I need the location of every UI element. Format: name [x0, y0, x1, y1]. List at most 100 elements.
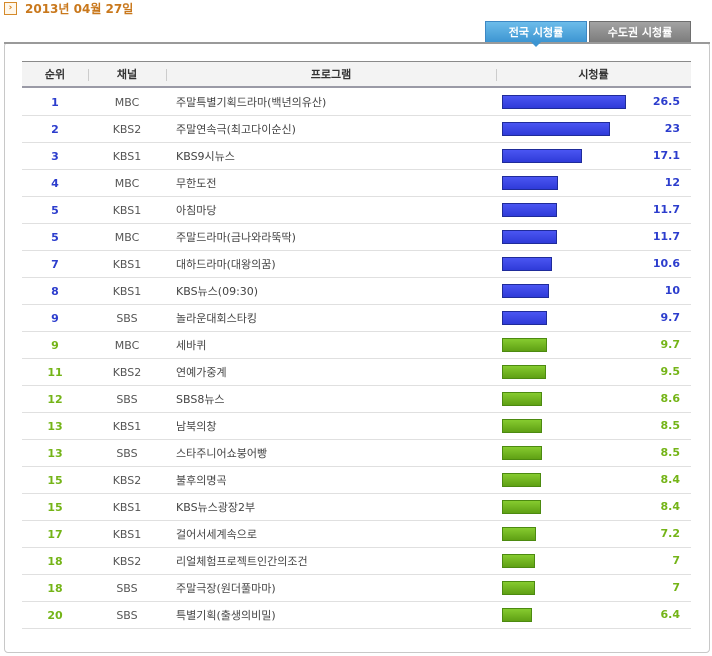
rank-cell: 12 — [47, 392, 63, 406]
rating-bar — [502, 122, 610, 136]
program-cell: KBS뉴스광장2부 — [176, 501, 256, 514]
table-header: 순위 채널 프로그램 시청률 — [22, 61, 691, 88]
channel-cell: SBS — [116, 392, 138, 406]
channel-cell: SBS — [116, 581, 138, 595]
rating-cell: 7.2 — [496, 521, 691, 547]
rating-bar — [502, 257, 552, 271]
program-cell: 스타주니어쇼붕어빵 — [176, 447, 268, 460]
program-cell: 놀라운대회스타킹 — [176, 312, 257, 325]
channel-cell: KBS2 — [112, 365, 142, 379]
rating-bar — [502, 446, 542, 460]
rank-cell: 1 — [51, 95, 59, 109]
program-cell: 주말드라마(금나와라뚝딱) — [176, 231, 296, 244]
rating-bar — [502, 149, 582, 163]
rating-bar — [502, 203, 557, 217]
rating-cell: 8.5 — [496, 413, 691, 439]
program-cell: 세바퀴 — [176, 339, 207, 352]
rank-cell: 13 — [47, 446, 63, 460]
rating-cell: 12 — [496, 170, 691, 196]
rating-cell: 8.5 — [496, 440, 691, 466]
rating-bar — [502, 392, 542, 406]
rating-value: 11.7 — [652, 203, 680, 216]
rank-cell: 18 — [47, 581, 63, 595]
tab-capital-rating[interactable]: 수도권 시청률 — [589, 21, 691, 42]
rating-value: 9.7 — [660, 311, 681, 324]
channel-cell: KBS1 — [112, 500, 142, 514]
rating-cell: 17.1 — [496, 143, 691, 169]
rating-value: 17.1 — [652, 149, 680, 162]
channel-cell: KBS2 — [112, 473, 142, 487]
table-row: 9 MBC 세바퀴 9.7 — [22, 332, 691, 359]
table-row: 1 MBC 주말특별기획드라마(백년의유산) 26.5 — [22, 89, 691, 116]
table-row: 2 KBS2 주말연속극(최고다이순신) 23 — [22, 116, 691, 143]
rating-value: 8.6 — [660, 392, 681, 405]
rating-value: 7 — [672, 554, 680, 567]
rating-bar — [502, 284, 549, 298]
channel-cell: SBS — [116, 311, 138, 325]
rank-cell: 11 — [47, 365, 63, 379]
rating-bar — [502, 554, 535, 568]
table-row: 15 KBS2 불후의명곡 8.4 — [22, 467, 691, 494]
program-cell: KBS뉴스(09:30) — [176, 285, 259, 298]
channel-cell: SBS — [116, 446, 138, 460]
rating-value: 6.4 — [660, 608, 681, 621]
program-cell: 불후의명곡 — [176, 474, 227, 487]
header-rank: 순위 — [44, 68, 66, 81]
table-row: 18 SBS 주말극장(원더풀마마) 7 — [22, 575, 691, 602]
rating-bar — [502, 338, 547, 352]
rating-value: 23 — [664, 122, 680, 135]
rating-cell: 9.7 — [496, 332, 691, 358]
rating-value: 8.5 — [660, 446, 681, 459]
program-cell: 무한도전 — [176, 177, 217, 190]
program-cell: 리얼체험프로젝트인간의조건 — [176, 555, 308, 568]
arrow-right-icon: › — [4, 1, 17, 15]
program-cell: 연예가중계 — [176, 366, 227, 379]
channel-cell: KBS2 — [112, 554, 142, 568]
rating-cell: 7 — [496, 548, 691, 574]
table-body: 1 MBC 주말특별기획드라마(백년의유산) 26.5 2 KBS2 주말연속극(최고다이순… — [22, 89, 691, 629]
rating-bar — [502, 365, 546, 379]
rating-value: 7 — [672, 581, 680, 594]
rating-value: 8.4 — [660, 500, 681, 513]
program-cell: 주말특별기획드라마(백년의유산) — [176, 96, 327, 109]
rank-cell: 15 — [47, 500, 63, 514]
rating-bar — [502, 608, 532, 622]
rating-cell: 7 — [496, 575, 691, 601]
rank-cell: 8 — [51, 284, 59, 298]
channel-cell: KBS1 — [112, 284, 142, 298]
rank-cell: 9 — [51, 311, 59, 325]
channel-cell: KBS1 — [112, 149, 142, 163]
rating-value: 26.5 — [652, 95, 680, 108]
rating-bar — [502, 311, 547, 325]
rating-cell: 8.6 — [496, 386, 691, 412]
program-cell: 아침마당 — [176, 204, 217, 217]
table-row: 12 SBS SBS8뉴스 8.6 — [22, 386, 691, 413]
rank-cell: 15 — [47, 473, 63, 487]
rank-cell: 2 — [51, 122, 59, 136]
program-cell: 주말연속극(최고다이순신) — [176, 123, 296, 136]
rating-cell: 23 — [496, 116, 691, 142]
rating-value: 10.6 — [652, 257, 680, 270]
rating-cell: 11.7 — [496, 224, 691, 250]
tab-national-rating[interactable]: 전국 시청률 — [485, 21, 587, 42]
rating-bar — [502, 176, 558, 190]
table-row: 13 KBS1 남북의창 8.5 — [22, 413, 691, 440]
rating-value: 8.5 — [660, 419, 681, 432]
table-row: 17 KBS1 걸어서세계속으로 7.2 — [22, 521, 691, 548]
rank-cell: 7 — [51, 257, 59, 271]
program-cell: SBS8뉴스 — [176, 393, 225, 406]
program-cell: 남북의창 — [176, 420, 217, 433]
rating-cell: 10.6 — [496, 251, 691, 277]
rank-cell: 17 — [47, 527, 63, 541]
rank-cell: 4 — [51, 176, 59, 190]
rating-value: 10 — [664, 284, 680, 297]
rating-value: 11.7 — [652, 230, 680, 243]
rating-value: 8.4 — [660, 473, 681, 486]
header-rating: 시청률 — [496, 62, 691, 86]
date-header: › 2013년 04월 27일 — [4, 0, 133, 16]
rating-cell: 11.7 — [496, 197, 691, 223]
panel-divider — [4, 42, 710, 44]
program-cell: 주말극장(원더풀마마) — [176, 582, 276, 595]
rating-bar — [502, 527, 536, 541]
table-row: 5 KBS1 아침마당 11.7 — [22, 197, 691, 224]
